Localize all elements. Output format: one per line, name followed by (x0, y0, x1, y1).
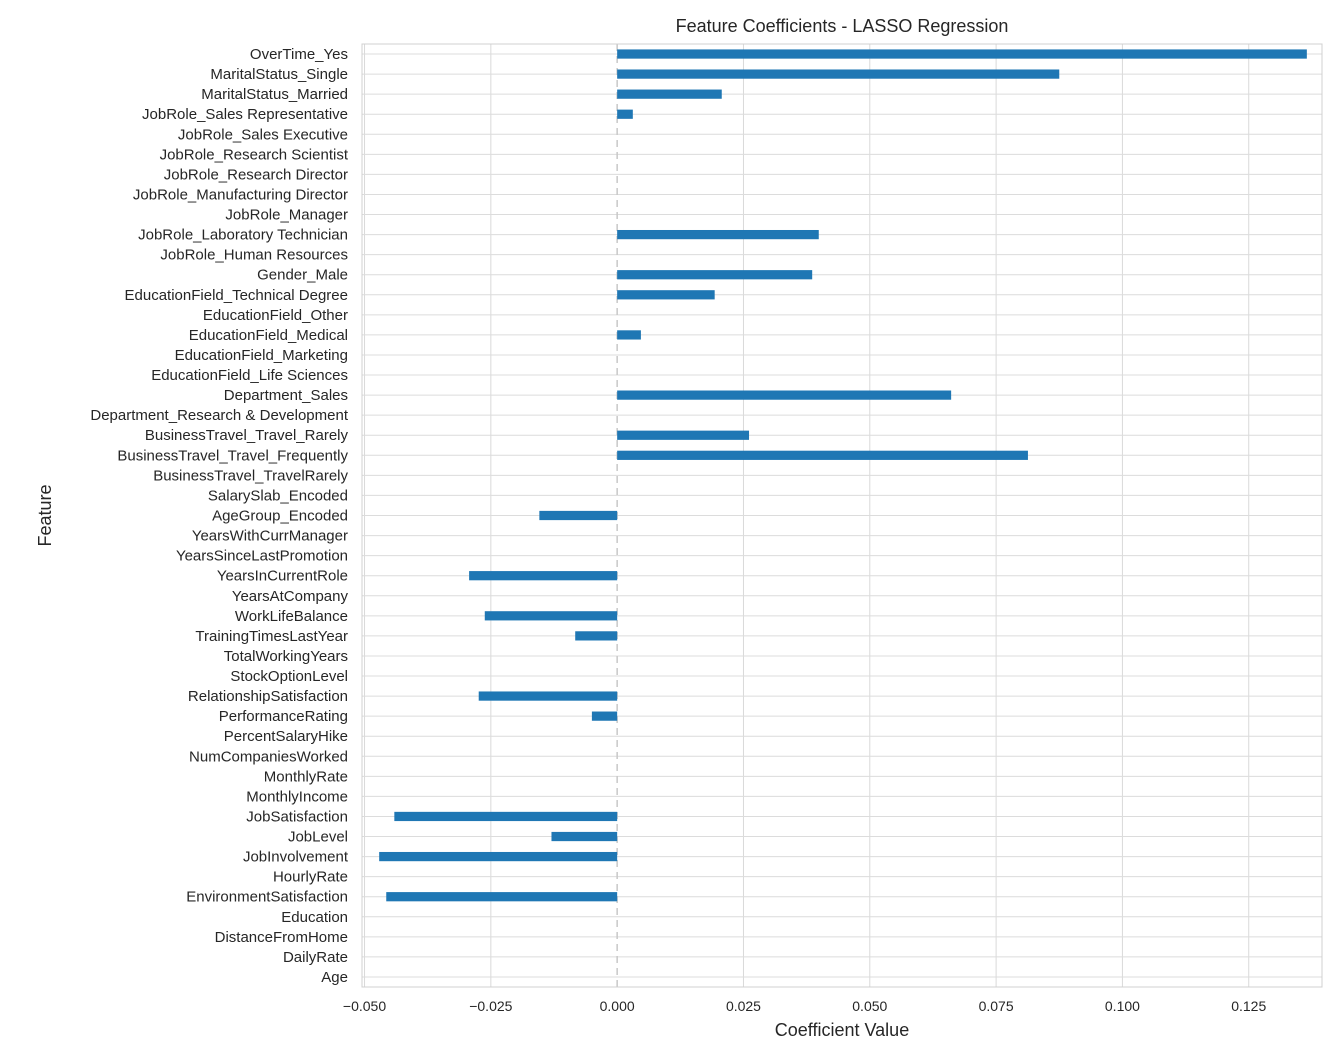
y-tick-label: YearsWithCurrManager (192, 528, 348, 545)
x-tick-label: 0.050 (852, 998, 887, 1014)
y-tick-label: MaritalStatus_Single (210, 66, 348, 83)
y-tick-label: JobRole_Sales Executive (178, 126, 348, 143)
x-axis-label: Coefficient Value (775, 1020, 909, 1040)
y-tick-label: OverTime_Yes (250, 46, 348, 63)
bar (591, 711, 618, 721)
y-tick-label: JobRole_Research Scientist (160, 146, 349, 163)
y-tick-label: EducationField_Medical (189, 327, 348, 344)
y-tick-label: JobRole_Sales Representative (142, 106, 348, 123)
y-tick-label: TotalWorkingYears (224, 648, 348, 665)
y-axis-label: Feature (35, 484, 55, 546)
bar (617, 330, 641, 340)
y-tick-label: MonthlyIncome (246, 788, 348, 805)
bar (575, 631, 618, 641)
y-tick-label: EducationField_Technical Degree (125, 287, 348, 304)
y-tick-label: Department_Research & Development (90, 407, 348, 424)
y-tick-label: DailyRate (283, 949, 348, 966)
bar (617, 290, 715, 300)
y-tick-label: YearsSinceLastPromotion (176, 548, 348, 565)
y-tick-label: DistanceFromHome (215, 929, 348, 946)
bar (617, 270, 813, 280)
bar (617, 430, 750, 440)
y-tick-label: EducationField_Marketing (175, 347, 348, 364)
y-tick-label: Gender_Male (257, 267, 348, 284)
y-tick-label: JobLevel (288, 829, 348, 846)
plot-frame (361, 43, 1323, 988)
y-tick-label: SalarySlab_Encoded (208, 487, 348, 504)
bar (617, 69, 1060, 79)
bar (617, 229, 819, 240)
y-tick-label: JobSatisfaction (246, 808, 348, 825)
bar (617, 450, 1028, 460)
bar (469, 571, 618, 581)
y-tick-label: BusinessTravel_Travel_Frequently (117, 447, 348, 464)
bar (386, 892, 618, 902)
y-tick-label: BusinessTravel_TravelRarely (153, 467, 348, 484)
y-tick-label: AgeGroup_Encoded (212, 508, 348, 525)
y-tick-label: JobRole_Research Director (164, 166, 348, 183)
bars (379, 49, 1307, 902)
x-tick-label: −0.050 (343, 998, 386, 1014)
bar (617, 109, 633, 119)
bar (394, 811, 618, 822)
x-tick-label: 0.100 (1105, 998, 1140, 1014)
y-tick-label: HourlyRate (273, 869, 348, 886)
y-tick-label: RelationshipSatisfaction (188, 688, 348, 705)
y-tick-label: BusinessTravel_Travel_Rarely (145, 427, 349, 444)
chart-title: Feature Coefficients - LASSO Regression (676, 16, 1009, 36)
y-tick-label: WorkLifeBalance (235, 608, 348, 625)
y-tick-label: YearsInCurrentRole (217, 568, 348, 585)
x-tick-label: −0.025 (469, 998, 512, 1014)
bar (478, 691, 618, 701)
y-tick-label: MonthlyRate (264, 768, 348, 785)
x-tick-label: 0.075 (979, 998, 1014, 1014)
y-tick-label: Education (281, 909, 348, 926)
y-tick-label: TrainingTimesLastYear (195, 628, 348, 645)
y-tick-label: JobInvolvement (243, 849, 349, 866)
x-tick-label: 0.025 (726, 998, 761, 1014)
y-tick-label: JobRole_Laboratory Technician (138, 227, 348, 244)
bar (617, 390, 952, 400)
y-tick-labels: OverTime_Yes MaritalStatus_Single MaritalS… (90, 46, 348, 986)
x-tick-label: 0.125 (1231, 998, 1266, 1014)
y-tick-label: PercentSalaryHike (224, 728, 348, 745)
y-tick-label: JobRole_Manager (225, 207, 348, 224)
y-tick-label: Department_Sales (224, 387, 348, 404)
y-tick-label: YearsAtCompany (232, 588, 349, 605)
bar (539, 510, 618, 521)
y-tick-label: JobRole_Manufacturing Director (133, 186, 348, 203)
y-tick-label: MaritalStatus_Married (201, 86, 348, 103)
bar (617, 49, 1307, 59)
bar (551, 831, 618, 842)
bar (379, 851, 618, 862)
x-tick-label: 0.000 (600, 998, 635, 1014)
y-gridlines (362, 53, 1322, 978)
x-tick-labels: −0.050 −0.025 0.000 0.025 0.050 0.075 0.100 0.1… (343, 998, 1267, 1014)
y-tick-label: PerformanceRating (219, 708, 348, 725)
bar (484, 611, 618, 621)
y-tick-label: EnvironmentSatisfaction (186, 889, 348, 906)
y-tick-label: NumCompaniesWorked (189, 748, 348, 765)
bar (617, 89, 722, 99)
y-tick-label: Age (321, 969, 348, 986)
y-tick-label: EducationField_Other (203, 307, 348, 324)
y-tick-label: JobRole_Human Resources (160, 247, 348, 264)
y-tick-label: StockOptionLevel (230, 668, 348, 685)
y-tick-label: EducationField_Life Sciences (151, 367, 348, 384)
